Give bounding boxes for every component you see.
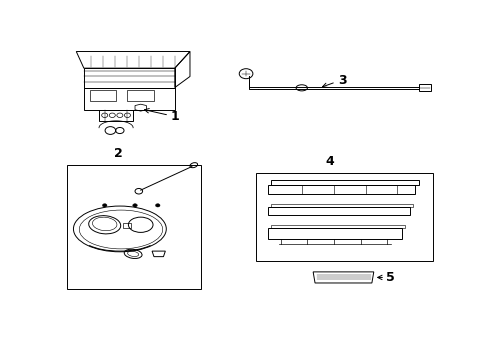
Bar: [127, 90, 154, 102]
Bar: [122, 222, 131, 228]
Text: 3: 3: [337, 74, 346, 87]
Bar: [89, 90, 116, 102]
Text: 4: 4: [325, 156, 334, 168]
Text: 2: 2: [113, 147, 122, 160]
Text: 5: 5: [386, 271, 394, 284]
Circle shape: [102, 204, 107, 207]
Bar: [67, 165, 201, 288]
Bar: [256, 174, 432, 261]
Circle shape: [155, 204, 160, 207]
Text: 1: 1: [171, 110, 180, 123]
Bar: [418, 84, 430, 91]
Circle shape: [132, 204, 137, 207]
